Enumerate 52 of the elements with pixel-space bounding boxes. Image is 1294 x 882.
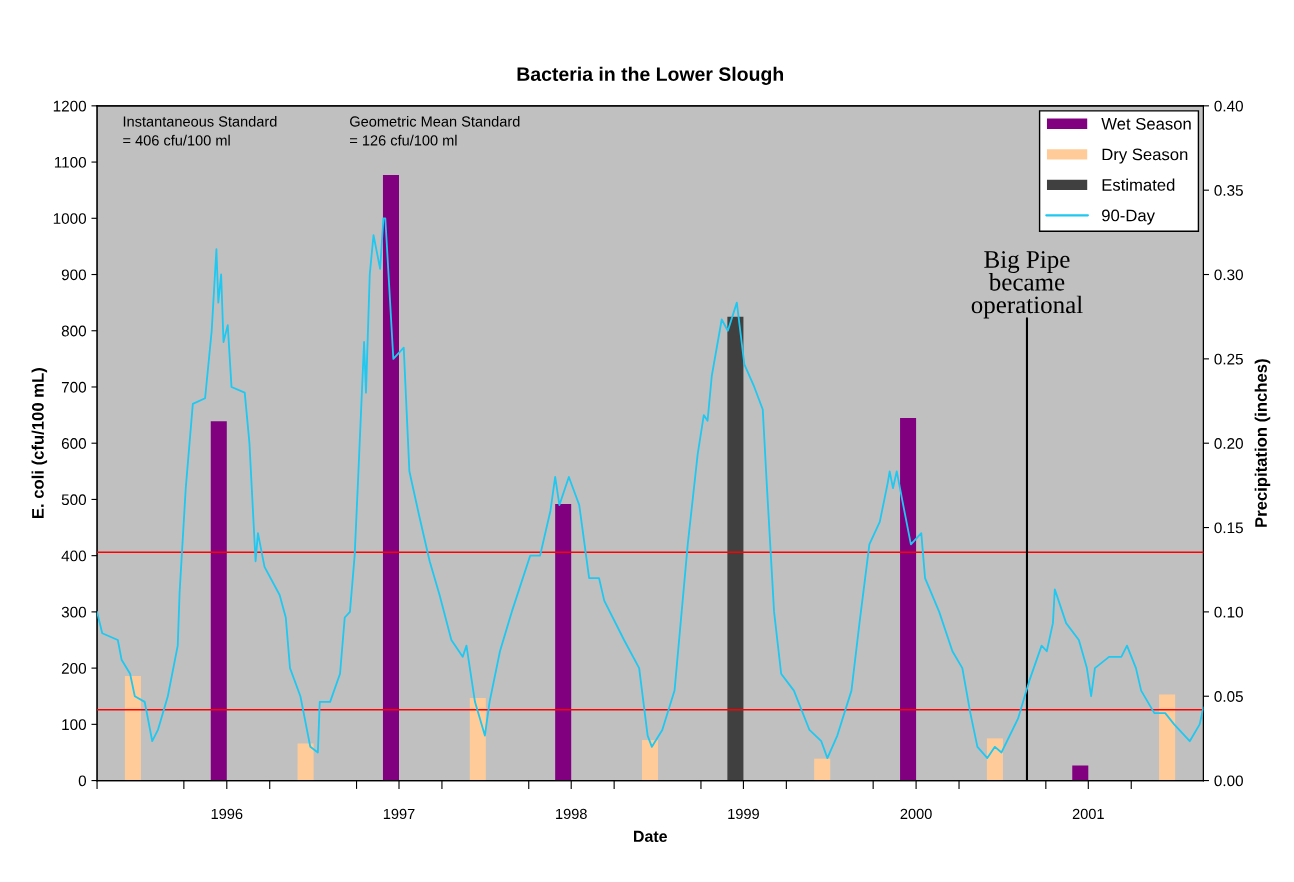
x-tick-label: 1999 [728, 808, 759, 820]
bar [727, 316, 744, 781]
x-tick-label: 2000 [900, 808, 932, 820]
y-tick-label: 0 [78, 775, 87, 787]
bar [210, 421, 227, 781]
y-tick-label: 1200 [53, 100, 87, 112]
y2-tick-label: 0.15 [1214, 522, 1243, 534]
y-tick-label: 500 [61, 494, 87, 506]
legend-label: Estimated [1102, 178, 1175, 191]
bar [900, 417, 917, 781]
y-tick-label: 400 [61, 550, 87, 562]
bar [297, 743, 314, 781]
bar [469, 697, 486, 781]
y-tick-label: 200 [61, 662, 87, 674]
x-axis-title: Date [633, 830, 667, 843]
bar [555, 503, 572, 781]
annotation: Geometric Mean Standard = 126 cfu/100 ml [350, 115, 520, 146]
y2-tick-label: 0.30 [1214, 269, 1243, 281]
x-tick-label: 1997 [383, 808, 415, 820]
bar [814, 758, 831, 781]
y-tick-label: 700 [61, 381, 87, 393]
y2-tick-label: 0.00 [1214, 775, 1243, 787]
legend-label: 90-Day [1102, 209, 1155, 225]
x-tick-label: 1998 [556, 808, 587, 820]
bar [382, 175, 399, 781]
y2-tick-label: 0.25 [1214, 353, 1243, 365]
chart-title: Bacteria in the Lower Slough [517, 66, 784, 85]
legend-label: Dry Season [1102, 148, 1188, 164]
bar [641, 740, 659, 781]
legend-label: Wet Season [1101, 117, 1191, 130]
y-tick-label: 100 [62, 719, 87, 731]
y-tick-label: 1000 [53, 213, 87, 224]
bar [986, 738, 1003, 781]
x-tick-label: 2001 [1072, 808, 1104, 820]
y2-tick-label: 0.20 [1214, 438, 1243, 449]
bar [1159, 694, 1176, 781]
y2-tick-label: 0.40 [1214, 100, 1243, 112]
bar [124, 675, 141, 781]
y-tick-label: 600 [61, 438, 87, 449]
y2-tick-label: 0.05 [1214, 691, 1243, 702]
y2-tick-label: 0.10 [1214, 606, 1243, 618]
annotation: Instantaneous Standard = 406 cfu/100 ml [123, 115, 277, 146]
y-tick-label: 300 [61, 606, 87, 618]
y-axis-title: E. coli (cfu/100 mL) [31, 368, 48, 519]
y-tick-label: 800 [61, 325, 87, 337]
y2-axis-title: Precipitation (inches) [1254, 359, 1271, 527]
y-tick-label: 1100 [54, 156, 87, 168]
y-tick-label: 900 [61, 269, 87, 281]
ref-line-label: Big Pipe became operational [971, 251, 1083, 319]
y2-tick-label: 0.35 [1214, 185, 1243, 196]
x-tick-label: 1996 [211, 808, 243, 820]
bar [1072, 765, 1089, 781]
